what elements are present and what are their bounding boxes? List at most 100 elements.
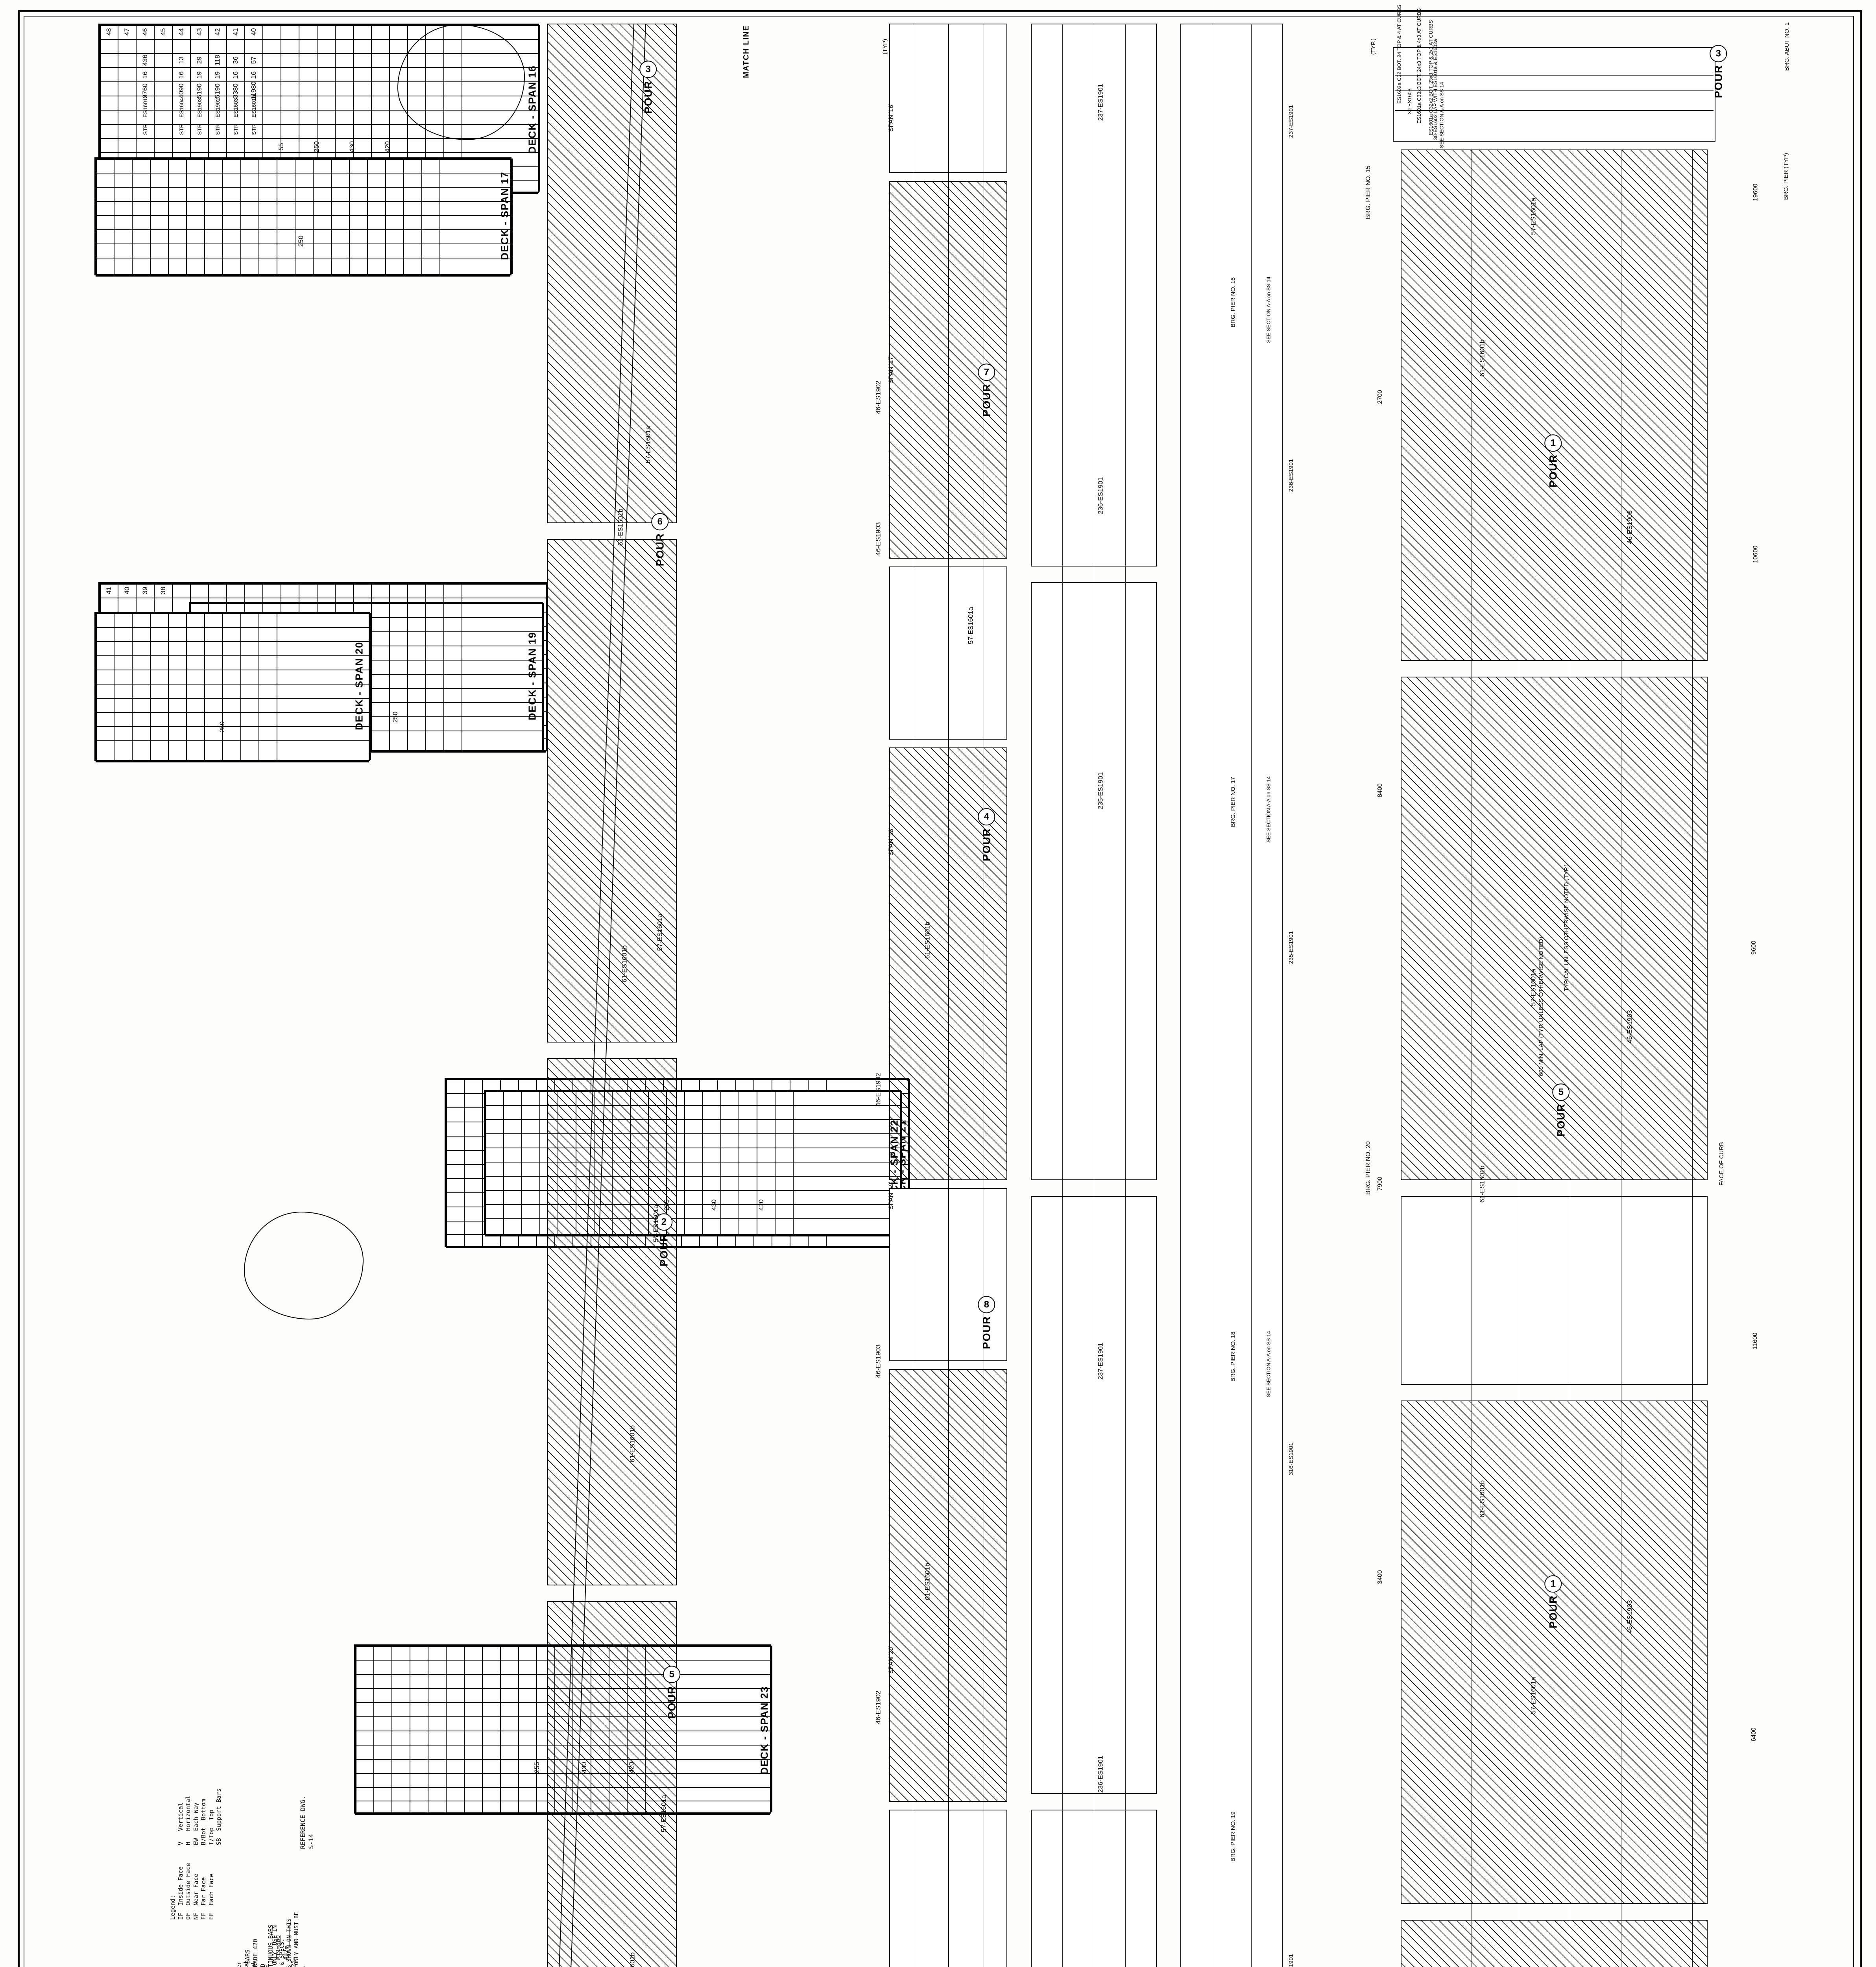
pour-label: POUR xyxy=(980,1316,992,1349)
dimension: 19600 xyxy=(1752,183,1759,201)
pier-label: BRG. PIER NO. 20 xyxy=(1365,1141,1372,1195)
cell-mark: ES1603 xyxy=(233,98,239,118)
cell-item: 40 xyxy=(123,587,131,594)
bar-mark: 57-ES1601a xyxy=(1529,1677,1537,1714)
revision-cloud xyxy=(397,24,525,140)
cell-item: 41 xyxy=(105,587,113,594)
cell-item: 46 xyxy=(141,28,149,36)
pour-number: 4 xyxy=(978,808,995,826)
legend-block: Legend: IF Inside Face V Vertical OF Out… xyxy=(169,1788,222,1920)
pour-label: POUR xyxy=(642,80,654,114)
cell-type: STR xyxy=(214,124,221,135)
deck-panel xyxy=(547,24,677,523)
pour-number: 8 xyxy=(978,1296,995,1314)
cell-dim: 255 xyxy=(533,1762,541,1773)
dimension: 2700 xyxy=(1376,390,1383,404)
bar-mark: 57-ES1601a xyxy=(660,1795,668,1832)
dimension: 10600 xyxy=(1752,545,1759,563)
notice-body: Shortages, improper fabrication or claim… xyxy=(236,1961,285,1967)
reference-block: REFERENCE DWG. S-14 xyxy=(299,1796,315,1849)
span-label: SPAN '20' xyxy=(888,1646,895,1674)
cell-mark: ES1601a xyxy=(142,95,148,118)
pour-label: POUR xyxy=(665,1685,678,1719)
deck-panel xyxy=(547,1601,677,1967)
bar-mark: 237-ES1901 xyxy=(1288,105,1295,138)
bar-mark: 276-ES1901 xyxy=(1288,1954,1294,1967)
typ-note: BRG. PIER (TYP) xyxy=(1783,153,1790,200)
centerline xyxy=(948,24,949,1967)
cell-size: 19 xyxy=(214,71,221,79)
schedule-label: DECK - SPAN 23 xyxy=(758,1686,770,1775)
typ-note: FACE OF CURB xyxy=(1718,1142,1725,1186)
deck-panel xyxy=(547,1058,677,1585)
reinforcing-bars-note: REINFORCING BARS ASTM A615 GRADE 420 UNL… xyxy=(244,1925,297,1967)
section-note: 38-ES1602 LAP WITH ES1601a & ES1602a xyxy=(1432,39,1438,140)
cell-type: STR xyxy=(233,124,239,135)
section-detail-top xyxy=(1393,47,1715,142)
rebar-line xyxy=(1251,24,1252,1967)
cell-item: 38 xyxy=(159,587,167,594)
typ-note: 600 MIN. LAP (TYP. UNLESS OTHERWISE NOTE… xyxy=(1538,937,1545,1076)
dimension: 9600 xyxy=(1750,941,1757,955)
pour-number: 1 xyxy=(1544,1575,1562,1593)
bar-mark: 235-ES1901 xyxy=(1097,772,1104,810)
bar-mark: 61-ES1601b xyxy=(628,1952,636,1967)
pour-label: POUR xyxy=(980,383,992,417)
pour-label: POUR xyxy=(1547,454,1559,488)
cell-item: 41 xyxy=(232,28,239,36)
detail-line xyxy=(1395,75,1714,76)
bar-mark: 46-ES1902 xyxy=(874,380,882,414)
bar-mark: 46-ES1903 xyxy=(1626,1010,1634,1044)
cell-dim: 55 xyxy=(277,143,285,151)
typ-note: BRG. ABUT NO. 1 xyxy=(1784,22,1791,71)
dimension: 3400 xyxy=(1376,1570,1383,1584)
schedule-label: DECK - SPAN 20 xyxy=(353,641,365,731)
cell-item: 43 xyxy=(196,28,203,36)
bar-mark: 46-ES1902 xyxy=(874,1690,882,1724)
dimension: 8400 xyxy=(1376,783,1383,797)
cell-dim: 420 xyxy=(757,1199,765,1211)
pour-marker: POUR 1 xyxy=(1544,434,1562,488)
cell-size: 16 xyxy=(232,71,239,79)
pier-note: BRG. PIER NO. 17 xyxy=(1230,777,1237,827)
pour-marker: POUR 5 xyxy=(1552,1083,1570,1137)
cell-dim: 430 xyxy=(348,141,356,153)
pour-marker: POUR 1 xyxy=(1544,1575,1562,1629)
cell-item: 40 xyxy=(250,28,257,36)
pour-marker: POUR 3 xyxy=(1710,45,1727,98)
cell-type: STR xyxy=(251,124,257,135)
bar-schedule-span20: DECK - SPAN 20 250 xyxy=(94,612,371,762)
dimension: 11600 xyxy=(1752,1332,1759,1350)
bar-mark: 61-ES1601b xyxy=(1478,1480,1486,1518)
pour-marker: POUR 4 xyxy=(978,808,995,861)
pour-label: POUR xyxy=(654,533,666,566)
curb-line xyxy=(1692,149,1693,1967)
schedule-label: DECK - SPAN 19 xyxy=(526,631,538,721)
pour-number: 5 xyxy=(663,1666,681,1683)
cell-dim: 250 xyxy=(218,721,226,733)
section-note: 39-ES1603 xyxy=(1407,88,1413,114)
bar-mark: 61-ES1601b xyxy=(923,921,931,959)
bar-mark: 57-ES1601a xyxy=(652,1205,660,1242)
pier-note: BRG. PIER NO. 19 xyxy=(1230,1811,1237,1862)
cell-length: 5190 xyxy=(214,83,221,98)
section-note: SEE SECTION A-A on SS 14 xyxy=(1265,277,1272,343)
pour-number: 6 xyxy=(651,513,669,531)
section-note: ES1602a C32 BOT. 24 TOP & 4 AT CURBS xyxy=(1396,4,1402,104)
pour-label: POUR xyxy=(1547,1595,1559,1629)
pier-note: BRG. PIER NO. 18 xyxy=(1230,1331,1237,1382)
cell-type: STR xyxy=(196,124,203,135)
bar-mark: 46-ES1903 xyxy=(874,1344,882,1378)
span-label: SPAN '17' xyxy=(888,355,895,384)
pour-marker: POUR 7 xyxy=(978,364,995,417)
span-label: SPAN '16' xyxy=(888,103,895,132)
cell-length: 4090 xyxy=(177,83,185,98)
sheet-border-outer xyxy=(18,10,1862,1967)
pour-number: 7 xyxy=(978,364,995,381)
pour-marker: POUR 6 xyxy=(651,513,669,566)
typ-note: TYPICAL UNLESS OTHERWISE NOTED (TYP.) xyxy=(1563,864,1570,992)
cell-item: 48 xyxy=(105,28,113,36)
bar-mark: 236-ES1901 xyxy=(1097,477,1104,515)
deck-panel xyxy=(1401,1920,1708,1967)
match-line-label: MATCH LINE xyxy=(742,25,751,78)
